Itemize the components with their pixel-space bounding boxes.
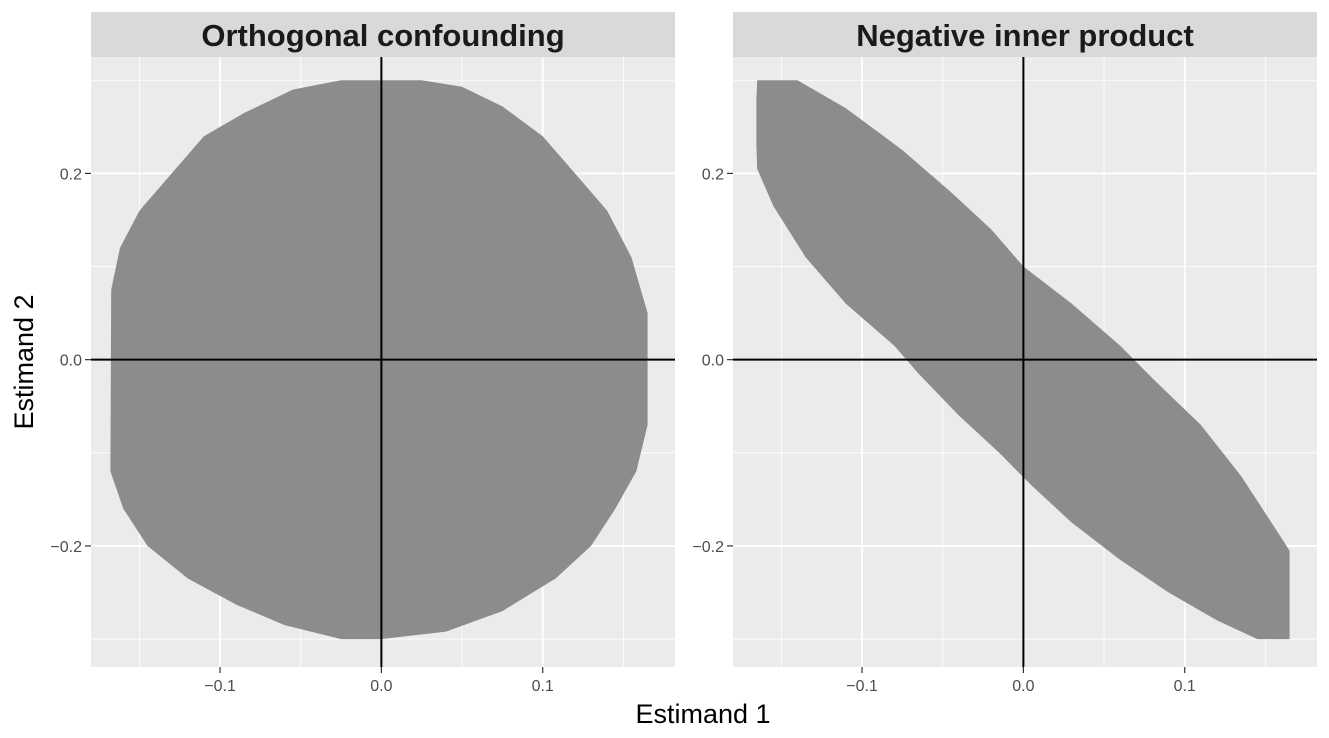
y-tick-label: −0.2 [50,539,82,556]
x-tick-label: 0.1 [532,678,554,695]
strip-background [733,12,1317,57]
y-tick-label: −0.2 [692,539,724,556]
panel-2: Negative inner product −0.1 0.0 0.1 −0.2 0.0 0… [692,12,1317,695]
y-tick-label: 0.2 [60,166,82,183]
y-tick-label: 0.2 [702,166,724,183]
y-tick-label: 0.0 [60,353,82,370]
x-axis-title: Estimand 1 [635,699,770,729]
x-tick-label: 0.0 [370,678,392,695]
y-tick-label: 0.0 [702,353,724,370]
panel-title: Negative inner product [856,18,1194,53]
x-tick-label: −0.1 [204,678,236,695]
panel-1: Orthogonal confounding −0.1 0.0 0.1 −0.2 0.0 0… [50,12,675,695]
x-tick-label: −0.1 [846,678,878,695]
strip-background [91,12,675,57]
x-tick-label: 0.1 [1174,678,1196,695]
x-tick-label: 0.0 [1012,678,1034,695]
panels-layer: Orthogonal confounding −0.1 0.0 0.1 −0.2 0.0 0… [50,12,1317,695]
y-axis-title: Estimand 2 [9,294,39,429]
panel-title: Orthogonal confounding [201,18,564,53]
